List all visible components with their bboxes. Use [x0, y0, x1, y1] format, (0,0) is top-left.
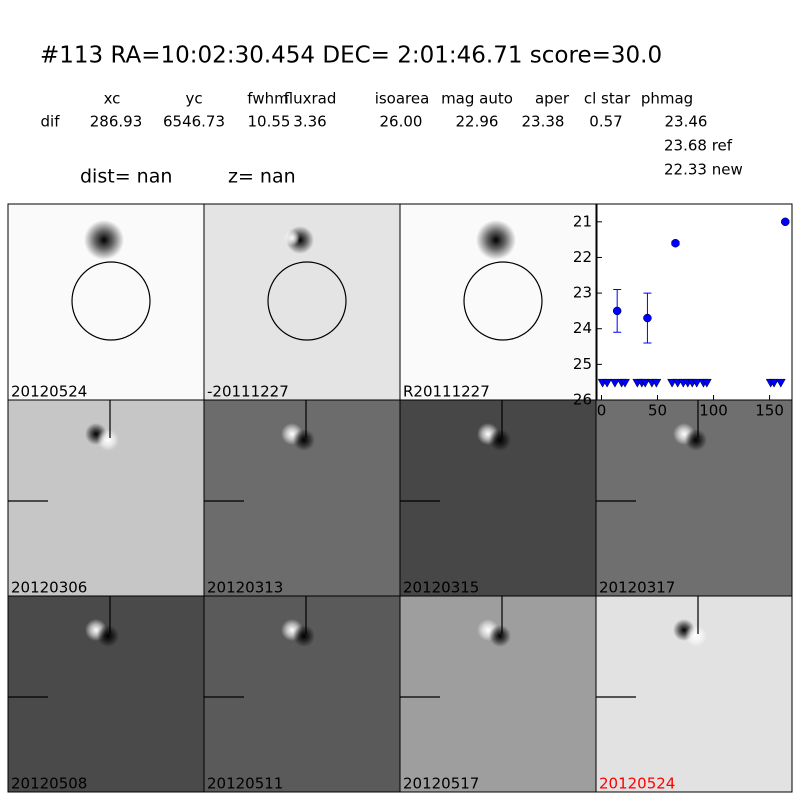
y-tick-label: 23 [573, 284, 592, 302]
table-cell: 3.36 [293, 113, 326, 131]
upper-limit [701, 378, 712, 388]
residual-b [685, 625, 707, 647]
panel-label: 20120317 [599, 579, 675, 597]
x-tick-label: 50 [648, 402, 667, 420]
new-mag: 22.33 new [664, 161, 743, 179]
source [476, 220, 516, 260]
source-residual [284, 230, 300, 246]
y-tick-label: 22 [573, 248, 592, 266]
panel-label: -20111227 [207, 383, 289, 401]
residual-b [97, 625, 119, 647]
upper-limit [651, 378, 662, 388]
column-header: cl star [584, 90, 631, 108]
residual-b [97, 429, 119, 451]
ref-mag: 23.68 ref [664, 137, 733, 155]
column-header: fwhm [247, 90, 288, 108]
point [671, 238, 680, 248]
panel-label: 20120313 [207, 579, 283, 597]
point [612, 306, 622, 316]
aperture [463, 261, 543, 341]
x-tick-label: 150 [755, 402, 784, 420]
upper-limit [640, 378, 651, 388]
table-cell: 23.38 [522, 113, 565, 131]
table-cell: 6546.73 [163, 113, 225, 131]
table-cell: dif [41, 113, 61, 131]
x-tick-label: 0 [597, 402, 607, 420]
column-header: fluxrad [284, 90, 337, 108]
panel-label: 20120524 [599, 775, 675, 793]
panel-label: 20120517 [403, 775, 479, 793]
panel-label: R20111227 [403, 383, 490, 401]
column-header: isoarea [375, 90, 430, 108]
panel-label: 20120524 [11, 383, 87, 401]
upper-limit [602, 378, 613, 388]
light-curve: 21 22 23 24 25 26 0 50 100 150 [573, 203, 793, 420]
upper-limit [620, 378, 630, 388]
y-tick-label: 21 [573, 212, 592, 230]
y-tick-label: 24 [573, 319, 592, 337]
table-cell: 23.46 [665, 113, 708, 131]
aperture [71, 261, 151, 341]
table-cell: 22.96 [456, 113, 499, 131]
residual-b [293, 429, 315, 451]
column-header: phmag [641, 90, 693, 108]
z: z= nan [228, 166, 296, 188]
column-header: mag auto [441, 90, 513, 108]
panel-label: 20120508 [11, 775, 87, 793]
source [84, 220, 124, 260]
panel-label: 20120315 [403, 579, 479, 597]
upper-limit [691, 378, 702, 388]
panel-label: 20120511 [207, 775, 283, 793]
upper-limit [775, 378, 786, 388]
table-cell: 286.93 [90, 113, 143, 131]
dist: dist= nan [80, 166, 172, 188]
panels: 20120524 -20111227 R20111227 20120306 201203… [7, 203, 793, 793]
x-tick-label: 100 [699, 402, 728, 420]
residual-b [685, 429, 707, 451]
aperture [267, 261, 347, 341]
y-tick-label: 25 [573, 355, 592, 373]
column-header: yc [185, 90, 202, 108]
table-cell: 26.00 [380, 113, 423, 131]
panel-label: 20120306 [11, 579, 87, 597]
point [643, 313, 652, 323]
residual-b [293, 625, 315, 647]
table-cell: 10.55 [248, 113, 291, 131]
residual-b [489, 625, 511, 647]
point [781, 217, 790, 227]
title: #113 RA=10:02:30.454 DEC= 2:01:46.71 sco… [40, 43, 662, 69]
y-tick-label: 26 [573, 391, 592, 409]
residual-b [489, 429, 511, 451]
upper-limit [610, 378, 620, 388]
upper-limit [769, 378, 779, 388]
column-header: xc [104, 90, 121, 108]
plot-area [596, 203, 793, 401]
table-cell: 0.57 [589, 113, 622, 131]
column-header: aper [535, 90, 570, 108]
